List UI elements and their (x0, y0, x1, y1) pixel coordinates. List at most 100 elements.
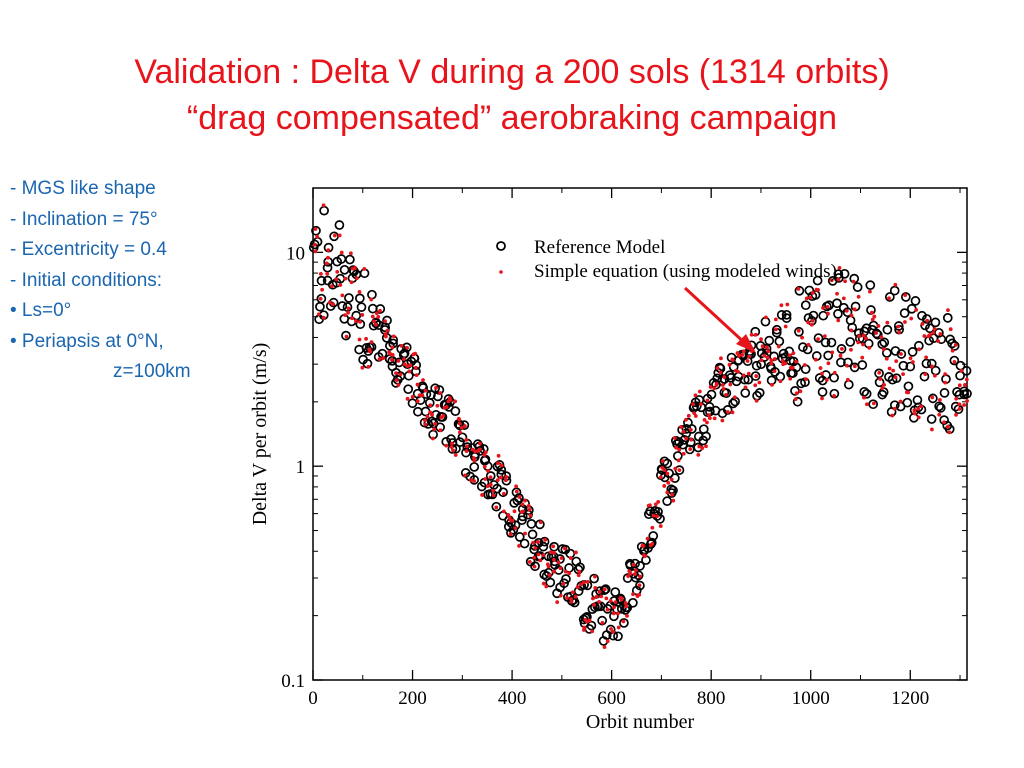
reference-point (896, 349, 907, 359)
simple-equation-point (946, 424, 950, 429)
simple-equation-point (745, 359, 750, 363)
simple-equation-point (662, 468, 667, 473)
simple-equation-point (793, 397, 798, 402)
reference-point (794, 285, 805, 296)
simple-equation-point (765, 355, 770, 360)
simple-equation-point (523, 498, 527, 503)
simple-equation-point (459, 426, 464, 430)
simple-equation-point (378, 308, 382, 313)
simple-equation-point (387, 350, 392, 355)
simple-equation-point (849, 313, 854, 318)
simple-equation-point (592, 602, 596, 607)
simple-equation-point (707, 413, 711, 417)
simple-equation-point (526, 503, 531, 508)
simple-equation-point (587, 618, 592, 623)
simple-equation-point (569, 599, 574, 604)
reference-point (891, 373, 902, 384)
simple-equation-point (394, 371, 398, 376)
simple-equation-point (932, 373, 937, 378)
legend: Reference Model Simple equation (using m… (496, 237, 837, 282)
simple-equation-point (390, 345, 395, 350)
simple-equation-point (327, 300, 332, 305)
simple-equation-point (633, 568, 638, 573)
simple-equation-point (421, 378, 425, 382)
simple-equation-point (344, 334, 349, 339)
simple-equation-point (616, 611, 620, 616)
simple-equation-point (681, 429, 686, 434)
reference-point (859, 386, 870, 397)
simple-equation-point (862, 395, 866, 400)
simple-equation-point (852, 307, 857, 312)
reference-point (798, 342, 808, 352)
simple-equation-point (903, 320, 907, 324)
simple-equation-point (787, 353, 792, 358)
simple-equation-point (414, 365, 418, 370)
simple-equation-point (626, 574, 631, 579)
simple-equation-point (851, 279, 856, 284)
reference-point (450, 406, 461, 417)
reference-point (519, 538, 530, 549)
simple-equation-point (451, 448, 456, 453)
simple-equation-point (604, 596, 609, 601)
simple-equation-point (623, 601, 628, 605)
reference-point (902, 397, 913, 408)
simple-equation-point (433, 421, 437, 426)
reference-point (934, 401, 944, 412)
reference-point (517, 515, 527, 526)
simple-equation-point (676, 458, 681, 463)
simple-equation-point (628, 571, 633, 576)
reference-point (877, 339, 888, 350)
simple-equation-point (428, 403, 433, 408)
simple-equation-point (670, 492, 675, 497)
simple-equation-point (838, 353, 843, 358)
reference-point (498, 487, 508, 498)
simple-equation-point (370, 314, 375, 319)
simple-equation-point (681, 451, 686, 456)
simple-equation-point (743, 385, 748, 390)
simple-equation-point (366, 364, 371, 369)
reference-point (655, 513, 665, 524)
simple-equation-point (326, 248, 331, 253)
simple-equation-point (946, 308, 950, 313)
reference-point (457, 432, 468, 443)
simple-equation-point (719, 356, 723, 361)
simple-equation-point (624, 604, 629, 609)
simple-equation-point (552, 557, 556, 562)
reference-point (921, 314, 932, 324)
simple-equation-point (832, 394, 836, 398)
simple-equation-point (605, 639, 610, 644)
simple-equation-point (880, 386, 885, 391)
simple-equation-point (712, 386, 717, 391)
simple-equation-point (702, 417, 707, 422)
reference-point (433, 391, 443, 402)
simple-equation-point (878, 377, 883, 381)
simple-equation-point (898, 399, 903, 404)
simple-equation-point (551, 544, 556, 549)
simple-equation-point (829, 278, 834, 283)
reference-point (610, 587, 621, 597)
simple-equation-point (369, 297, 374, 302)
simple-equation-point (754, 398, 759, 403)
reference-point (817, 387, 828, 397)
simple-equation-point (876, 323, 881, 328)
simple-equation-point (794, 391, 799, 396)
simple-equation-point (499, 463, 504, 468)
simple-equation-point (689, 437, 694, 442)
simple-equation-point (806, 342, 811, 347)
simple-equation-point (402, 357, 406, 361)
simple-equation-point (334, 277, 339, 282)
y-axis-label: Delta V per orbit (m/s) (249, 343, 271, 526)
reference-point (770, 366, 780, 377)
simple-equation-point (510, 518, 515, 523)
simple-equation-point (656, 500, 661, 504)
reference-point (407, 398, 418, 409)
simple-equation-point (697, 444, 702, 449)
reference-point (781, 313, 792, 323)
simple-equation-point (574, 550, 578, 555)
simple-equation-point (730, 358, 735, 362)
reference-point (792, 396, 803, 407)
simple-equation-point (943, 372, 948, 376)
simple-equation-point (590, 629, 595, 634)
simple-equation-point (906, 390, 911, 395)
simple-equation-point (741, 373, 746, 378)
